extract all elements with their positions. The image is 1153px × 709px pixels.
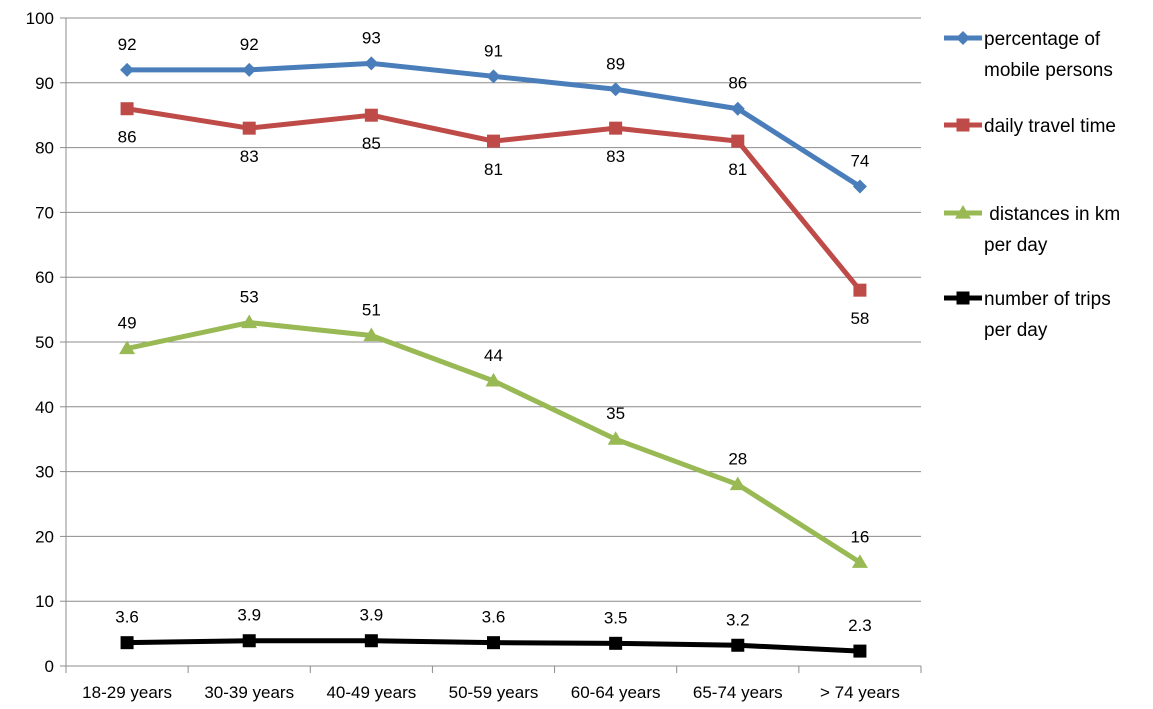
legend-label: per day — [984, 320, 1048, 341]
data-point — [363, 327, 380, 342]
x-axis-tick-labels: 18-29 years 30-39 years 40-49 years 50-59 y… — [82, 683, 900, 702]
data-point — [608, 82, 623, 97]
data-label: 3.9 — [237, 606, 261, 625]
legend-marker — [956, 118, 970, 132]
data-point — [729, 476, 746, 491]
legend-label: percentage of — [984, 29, 1101, 50]
data-point — [120, 102, 134, 116]
data-point — [730, 101, 745, 116]
data-label: 86 — [118, 128, 137, 147]
y-tick-label: 50 — [35, 333, 54, 352]
legend-label: daily travel time — [984, 116, 1116, 137]
y-tick-label: 100 — [26, 9, 54, 28]
y-tick-label: 80 — [35, 139, 54, 158]
legend-item: percentage of mobile persons — [944, 29, 1113, 81]
data-label: 3.5 — [604, 608, 628, 627]
data-point — [731, 638, 745, 652]
legend-label: per day — [984, 235, 1048, 256]
data-point — [851, 554, 868, 568]
x-tick-label: 18-29 years — [82, 683, 172, 702]
data-point — [487, 636, 500, 650]
data-point — [731, 134, 745, 148]
data-point — [242, 121, 256, 135]
y-tick-label: 20 — [35, 527, 54, 546]
y-tick-label: 30 — [35, 463, 54, 482]
legend-marker — [956, 31, 970, 45]
data-label: 3.6 — [115, 608, 139, 627]
data-point — [485, 372, 502, 387]
data-point — [120, 636, 134, 650]
y-tick-label: 10 — [35, 592, 54, 611]
data-label: 3.6 — [482, 608, 506, 627]
x-tick-label: 65-74 years — [693, 683, 783, 702]
y-tick-label: 40 — [35, 398, 54, 417]
data-label: 3.2 — [726, 610, 750, 629]
data-point — [609, 121, 623, 135]
data-point — [119, 340, 136, 355]
data-label: 44 — [484, 346, 503, 365]
y-axis-tick-labels: 0 10 20 30 40 50 60 70 80 90 100 — [26, 9, 54, 676]
data-label: 51 — [362, 301, 381, 320]
legend-marker — [956, 291, 970, 305]
legend-label: number of trips — [984, 289, 1111, 310]
data-label: 93 — [362, 28, 381, 47]
data-label: 91 — [484, 41, 503, 60]
data-point — [364, 634, 378, 648]
data-point — [364, 108, 378, 122]
data-label: 89 — [606, 54, 625, 73]
legend-label: distances in km — [984, 204, 1120, 225]
x-tick-label: > 74 years — [820, 683, 900, 702]
data-label: 86 — [728, 74, 747, 93]
legend-marker — [955, 205, 971, 219]
legend: percentage of mobile persons daily travel … — [944, 29, 1120, 341]
data-point — [853, 283, 867, 297]
data-point — [487, 134, 500, 148]
data-point — [607, 431, 624, 445]
axes — [60, 17, 922, 673]
data-point — [242, 62, 257, 77]
data-point — [364, 56, 379, 71]
y-tick-label: 0 — [45, 657, 54, 676]
legend-item: number of trips per day — [944, 289, 1111, 341]
x-tick-label: 30-39 years — [204, 683, 294, 702]
x-tick-label: 40-49 years — [326, 683, 416, 702]
data-label: 53 — [240, 288, 259, 307]
data-label: 74 — [850, 151, 869, 170]
data-label: 81 — [484, 160, 503, 179]
data-label: 85 — [362, 134, 381, 153]
data-label: 35 — [606, 404, 625, 423]
y-tick-label: 90 — [35, 74, 54, 93]
data-label: 49 — [118, 313, 137, 332]
y-tick-label: 70 — [35, 203, 54, 222]
legend-item: daily travel time — [944, 116, 1116, 137]
legend-item: distances in km per day — [944, 204, 1120, 256]
gridlines — [66, 17, 921, 602]
data-labels: 92 92 93 91 89 86 74 86 83 85 81 83 81 58 49 53 51 44 35 28… — [115, 28, 871, 635]
legend-label: mobile persons — [984, 60, 1113, 81]
data-point — [852, 179, 867, 194]
data-label: 81 — [728, 160, 747, 179]
data-point — [120, 62, 135, 77]
data-label: 3.9 — [360, 606, 384, 625]
x-tick-label: 50-59 years — [449, 683, 539, 702]
data-label: 16 — [850, 527, 869, 546]
data-point — [609, 636, 623, 650]
data-label: 83 — [606, 147, 625, 166]
data-label: 58 — [850, 309, 869, 328]
data-point — [853, 644, 867, 658]
data-point — [486, 69, 501, 84]
data-label: 92 — [118, 35, 137, 54]
data-label: 83 — [240, 147, 259, 166]
data-point — [242, 634, 256, 648]
data-label: 92 — [240, 35, 259, 54]
x-tick-label: 60-64 years — [571, 683, 661, 702]
data-point — [241, 314, 258, 329]
y-tick-label: 60 — [35, 268, 54, 287]
data-label: 2.3 — [848, 616, 872, 635]
series-markers — [119, 56, 868, 658]
data-label: 28 — [728, 450, 747, 469]
